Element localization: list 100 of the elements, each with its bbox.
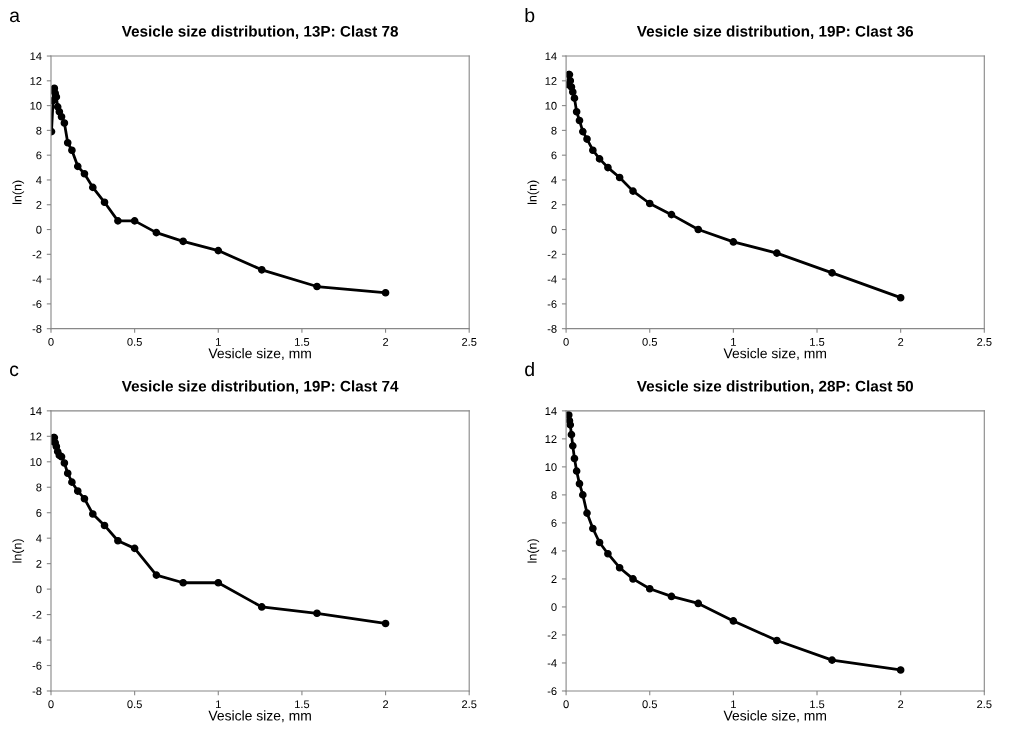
- chart-title: Vesicle size distribution, 19P: Clast 74: [121, 380, 399, 394]
- point: [896, 666, 905, 674]
- x-tick-label: 0.5: [642, 700, 657, 709]
- text: c: [10, 365, 19, 377]
- x-axis-title: Vesicle size, mm: [208, 348, 311, 360]
- y-tick-label: 10: [30, 458, 42, 466]
- y-tick-label: 10: [545, 101, 557, 110]
- point: [68, 478, 76, 486]
- chart-title: Vesicle size distribution, 13P: Clast 78: [121, 25, 399, 39]
- y-tick-label: 8: [36, 483, 42, 492]
- point: [566, 421, 575, 429]
- text: b: [525, 7, 535, 23]
- y-tick-label: 14: [30, 407, 42, 415]
- x-tick-label: 2.5: [977, 338, 992, 346]
- point: [629, 187, 637, 195]
- x-tick-label: 0: [563, 338, 569, 346]
- point: [63, 469, 72, 478]
- point: [667, 592, 676, 601]
- point: [694, 225, 703, 234]
- point: [214, 246, 223, 255]
- text: d: [525, 361, 534, 377]
- y-tick-label: -4: [547, 275, 557, 284]
- point: [604, 549, 612, 558]
- point: [645, 584, 654, 593]
- point: [381, 288, 390, 297]
- x-tick-label: 1: [731, 700, 736, 709]
- y-tick-label: 6: [551, 151, 557, 160]
- y-tick-label: 2: [36, 201, 42, 209]
- point: [152, 228, 161, 237]
- x-tick-label: 1.5: [810, 338, 825, 346]
- y-tick-label: -4: [32, 275, 42, 284]
- y-tick-label: 4: [36, 534, 42, 543]
- point: [80, 494, 89, 503]
- point: [579, 127, 587, 136]
- point: [313, 282, 321, 291]
- point: [575, 116, 584, 125]
- point: [729, 617, 738, 625]
- x-tick-label: 2: [383, 700, 389, 709]
- point: [773, 636, 781, 645]
- point: [589, 524, 597, 533]
- y-tick-label: -4: [32, 636, 42, 645]
- y-tick-label: 0: [551, 225, 557, 234]
- point: [570, 94, 579, 102]
- x-tick-label: 2: [898, 700, 904, 709]
- point: [595, 155, 604, 163]
- x-axis-title: Vesicle size, mm: [723, 348, 826, 360]
- y-tick-label: 4: [551, 176, 557, 184]
- y-tick-label: 4: [36, 176, 42, 184]
- point: [130, 217, 139, 225]
- point: [114, 217, 122, 225]
- point: [568, 442, 577, 450]
- y-tick-label: -2: [32, 250, 42, 259]
- point: [63, 138, 72, 147]
- text: a: [10, 11, 20, 23]
- y-tick-label: -4: [547, 659, 557, 667]
- point: [130, 544, 139, 553]
- y-axis-title: ln(n): [527, 180, 540, 205]
- point: [572, 107, 581, 116]
- y-tick-label: 2: [36, 559, 42, 568]
- point: [73, 162, 82, 171]
- y-tick-label: 4: [551, 547, 557, 555]
- point: [568, 88, 577, 96]
- x-tick-label: 0.5: [127, 700, 142, 709]
- y-tick-label: 8: [36, 126, 42, 135]
- point: [615, 563, 624, 572]
- y-tick-label: 6: [551, 519, 557, 528]
- point: [575, 479, 584, 488]
- point: [68, 146, 76, 155]
- point: [57, 112, 66, 121]
- x-tick-label: 0: [563, 700, 569, 709]
- point: [729, 238, 738, 246]
- y-tick-label: 2: [551, 575, 557, 583]
- x-tick-label: 2.5: [462, 700, 477, 709]
- point: [179, 237, 187, 246]
- point: [313, 609, 321, 618]
- point: [114, 536, 122, 545]
- x-tick-label: 2: [383, 338, 389, 346]
- y-tick-label: -8: [547, 324, 557, 333]
- x-axis-title: Vesicle size, mm: [723, 710, 826, 723]
- point: [257, 265, 266, 274]
- chart-title: Vesicle size distribution, 28P: Clast 50: [636, 380, 913, 394]
- point: [572, 467, 581, 475]
- y-tick-label: -2: [547, 250, 557, 259]
- point: [583, 135, 591, 143]
- point: [73, 487, 82, 495]
- point: [579, 491, 587, 499]
- point: [828, 656, 836, 664]
- y-tick-label: 6: [36, 151, 42, 160]
- y-tick-label: -6: [547, 300, 557, 309]
- y-tick-label: 10: [30, 101, 42, 110]
- x-tick-label: 1: [216, 700, 221, 709]
- x-tick-label: 0: [48, 338, 54, 346]
- point: [257, 603, 266, 611]
- y-tick-label: 0: [36, 225, 42, 234]
- x-tick-label: 0.5: [127, 338, 142, 346]
- point: [60, 119, 69, 127]
- y-tick-label: -8: [32, 324, 42, 333]
- y-tick-label: 12: [30, 432, 42, 441]
- x-tick-label: 1.5: [295, 338, 310, 346]
- x-tick-label: 1: [216, 338, 221, 346]
